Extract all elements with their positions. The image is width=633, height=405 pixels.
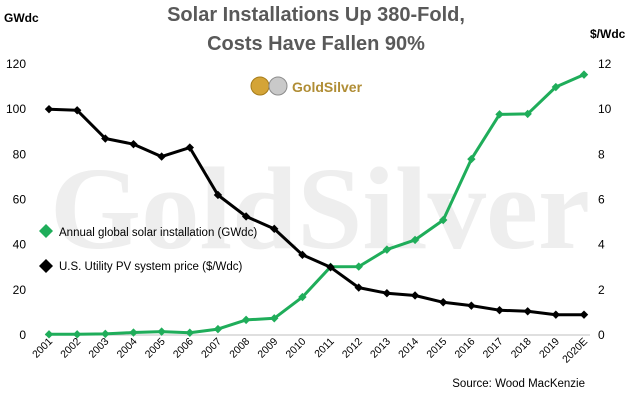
data-point-marker: [101, 134, 110, 143]
data-point-marker: [129, 139, 138, 149]
data-point-marker: [354, 283, 363, 292]
right-tick-label: 6: [598, 193, 605, 207]
data-point-marker: [579, 310, 589, 319]
legend-label-installations: Annual global solar installation (GWdc): [59, 227, 257, 239]
chart-title-line1: Solar Installations Up 380-Fold,: [167, 4, 465, 26]
data-point-marker: [270, 224, 279, 234]
x-tick-label: 2015: [424, 336, 449, 361]
x-tick-label: 2001: [30, 336, 55, 361]
x-tick-label: 2004: [115, 336, 140, 361]
left-axis-label: GWdc: [4, 11, 39, 25]
data-point-marker: [185, 143, 194, 152]
data-point-marker: [467, 154, 476, 164]
data-point-marker: [72, 330, 82, 339]
data-point-marker: [439, 215, 448, 225]
data-point-marker: [495, 110, 504, 119]
data-point-marker: [129, 328, 138, 337]
right-tick-label: 8: [598, 147, 605, 161]
x-tick-label: 2012: [340, 336, 365, 361]
data-point-marker: [551, 310, 561, 319]
data-point-marker: [382, 245, 392, 254]
left-tick-label: 60: [13, 193, 27, 207]
x-tick-label: 2006: [171, 336, 196, 361]
source-text: Source: Wood MacKenzie: [452, 378, 585, 390]
x-tick-label: 2008: [227, 336, 252, 361]
data-point-marker: [354, 262, 363, 271]
x-tick-label: 2005: [143, 336, 168, 361]
legend-green-diamond-icon: [39, 224, 53, 238]
data-point-marker: [410, 235, 420, 245]
goldsilver-logo: GoldSilver: [250, 76, 363, 96]
data-point-marker: [326, 263, 335, 272]
data-point-marker: [213, 324, 223, 334]
x-tick-label: 2002: [58, 336, 83, 361]
x-tick-label: 2011: [312, 336, 337, 361]
x-tick-label: 2010: [284, 336, 309, 361]
data-point-marker: [523, 307, 532, 316]
right-tick-label: 4: [598, 238, 605, 252]
data-point-marker: [551, 82, 561, 92]
x-axis-ticks: 2001 2002 2003 2004 2005 2006 2007 2008 2009 2010…: [30, 336, 590, 366]
left-tick-label: 120: [6, 57, 26, 71]
legend: Annual global solar installation (GWdc) …: [39, 224, 257, 273]
data-point-marker: [495, 305, 504, 315]
data-point-marker: [185, 328, 194, 337]
data-point-marker: [382, 289, 392, 298]
series-0: [44, 70, 589, 339]
right-tick-label: 2: [598, 283, 605, 297]
right-axis-ticks: 0 2 4 6 8 10 12: [598, 57, 612, 342]
left-tick-label: 0: [19, 328, 26, 342]
x-tick-label: 2014: [396, 336, 421, 361]
data-point-marker: [439, 298, 448, 307]
logo-text: GoldSilver: [292, 79, 363, 95]
series-1: [44, 104, 589, 319]
data-point-marker: [579, 70, 589, 79]
right-tick-label: 10: [598, 102, 612, 116]
x-tick-label: 2020E: [560, 336, 590, 366]
data-point-marker: [270, 314, 279, 323]
x-tick-label: 2013: [368, 336, 393, 361]
left-axis-ticks: 0 20 40 60 80 100 120: [6, 57, 26, 342]
chart-title-line2: Costs Have Fallen 90%: [207, 33, 425, 55]
data-point-marker: [101, 329, 110, 339]
data-point-marker: [298, 250, 307, 260]
x-tick-label: 2003: [86, 336, 111, 361]
legend-label-price: U.S. Utility PV system price ($/Wdc): [59, 261, 243, 273]
x-tick-label: 2019: [537, 336, 562, 361]
right-tick-label: 12: [598, 57, 612, 71]
x-tick-label: 2007: [199, 336, 224, 361]
series-layer: [44, 70, 589, 339]
series-line: [48, 107, 584, 317]
data-point-marker: [213, 190, 223, 200]
x-tick-label: 2009: [255, 336, 280, 361]
gold-coin-icon: [250, 76, 270, 96]
data-point-marker: [298, 292, 307, 302]
left-tick-label: 20: [13, 283, 27, 297]
data-point-marker: [241, 212, 251, 221]
x-tick-label: 2016: [452, 336, 477, 361]
data-point-marker: [467, 301, 476, 310]
x-tick-label: 2017: [481, 336, 506, 361]
legend-black-diamond-icon: [39, 259, 53, 273]
data-point-marker: [157, 152, 166, 161]
data-point-marker: [157, 327, 166, 336]
data-point-marker: [44, 104, 54, 114]
data-point-marker: [44, 330, 54, 339]
right-tick-label: 0: [598, 328, 605, 342]
right-axis-label: $/Wdc: [590, 27, 626, 41]
left-tick-label: 80: [13, 147, 27, 161]
data-point-marker: [241, 315, 251, 325]
left-tick-label: 100: [6, 102, 26, 116]
data-point-marker: [523, 109, 532, 119]
series-line: [49, 73, 585, 336]
left-tick-label: 40: [13, 238, 27, 252]
x-tick-label: 2018: [509, 336, 534, 361]
silver-coin-icon: [268, 76, 288, 96]
data-point-marker: [72, 106, 82, 115]
data-point-marker: [410, 291, 420, 300]
watermark-text: GoldSilver: [50, 143, 590, 274]
